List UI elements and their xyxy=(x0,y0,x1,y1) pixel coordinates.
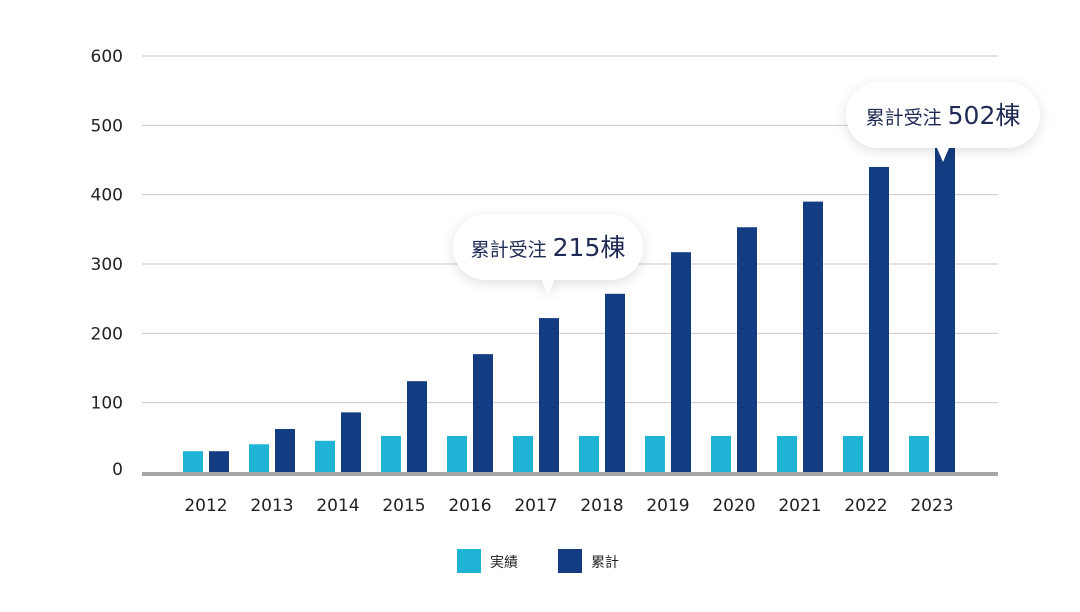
bar-annual-2022 xyxy=(843,435,863,472)
x-tick-label: 2019 xyxy=(646,496,689,516)
legend: 実績 累計 xyxy=(457,549,619,573)
bar-cumulative-2018 xyxy=(605,293,625,472)
bar-cumulative-2017 xyxy=(539,318,559,472)
bar-annual-2020 xyxy=(711,435,731,472)
y-tick-label: 200 xyxy=(91,324,123,344)
x-tick-label: 2022 xyxy=(844,496,887,516)
bar-annual-2019 xyxy=(645,435,665,472)
annotation-bubble-2023 xyxy=(846,82,1040,162)
y-tick-label: 500 xyxy=(91,116,123,136)
legend-item-cumulative: 累計 xyxy=(558,549,619,573)
x-tick-label: 2018 xyxy=(580,496,623,516)
legend-label: 累計 xyxy=(591,555,619,571)
bar-annual-2012 xyxy=(183,451,203,472)
bar-cumulative-2016 xyxy=(473,354,493,472)
y-tick-label: 300 xyxy=(91,255,123,275)
bar-cumulative-2021 xyxy=(803,201,823,472)
y-tick-label: 600 xyxy=(91,47,123,67)
y-tick-label: 400 xyxy=(91,186,123,206)
bar-annual-2015 xyxy=(381,435,401,472)
bar-cumulative-2014 xyxy=(341,412,361,472)
y-tick-label: 100 xyxy=(91,394,123,414)
bar-cumulative-2015 xyxy=(407,381,427,472)
x-tick-label: 2021 xyxy=(778,496,821,516)
x-axis xyxy=(142,472,998,476)
legend-label: 実績 xyxy=(490,555,518,571)
legend-item-annual: 実績 xyxy=(457,549,518,573)
bar-cumulative-2019 xyxy=(671,252,691,472)
bar-cumulative-2023 xyxy=(935,123,955,473)
x-tick-label: 2016 xyxy=(448,496,491,516)
x-tick-label: 2017 xyxy=(514,496,557,516)
bars xyxy=(183,123,955,473)
annotation-bubble-shape xyxy=(846,82,1040,162)
legend-swatch xyxy=(558,549,582,573)
annotation-bubble-shape xyxy=(453,214,643,296)
legend-swatch xyxy=(457,549,481,573)
annotation-text: 累計受注 502棟 xyxy=(866,101,1021,130)
bar-cumulative-2012 xyxy=(209,451,229,472)
bar-annual-2014 xyxy=(315,440,335,472)
bar-annual-2017 xyxy=(513,435,533,472)
x-tick-label: 2023 xyxy=(910,496,953,516)
annotation-prefix: 累計受注 xyxy=(471,239,553,261)
bar-annual-2013 xyxy=(249,444,269,472)
annotation-text: 累計受注 215棟 xyxy=(471,233,626,262)
bar-annual-2018 xyxy=(579,435,599,472)
bar-annual-2016 xyxy=(447,435,467,472)
x-tick-label: 2015 xyxy=(382,496,425,516)
x-axis-baseline xyxy=(142,472,998,476)
bar-cumulative-2013 xyxy=(275,429,295,472)
annotation-value: 215棟 xyxy=(553,233,626,262)
x-tick-label: 2013 xyxy=(250,496,293,516)
y-tick-label: 0 xyxy=(112,460,123,480)
bar-cumulative-2022 xyxy=(869,166,889,472)
x-tick-label: 2012 xyxy=(184,496,227,516)
annotation-value: 502棟 xyxy=(948,101,1021,130)
x-axis-labels: 2012 2013 2014 2015 2016 2017 2018 2019 2020 2021… xyxy=(184,496,953,516)
y-axis: 0 100 200 300 400 500 600 xyxy=(91,47,123,480)
annotation-bubble-2017 xyxy=(453,214,643,296)
bar-cumulative-2020 xyxy=(737,227,757,472)
x-tick-label: 2014 xyxy=(316,496,359,516)
x-tick-label: 2020 xyxy=(712,496,755,516)
annotation-prefix: 累計受注 xyxy=(866,107,948,129)
bar-annual-2023 xyxy=(909,435,929,472)
bar-annual-2021 xyxy=(777,435,797,472)
